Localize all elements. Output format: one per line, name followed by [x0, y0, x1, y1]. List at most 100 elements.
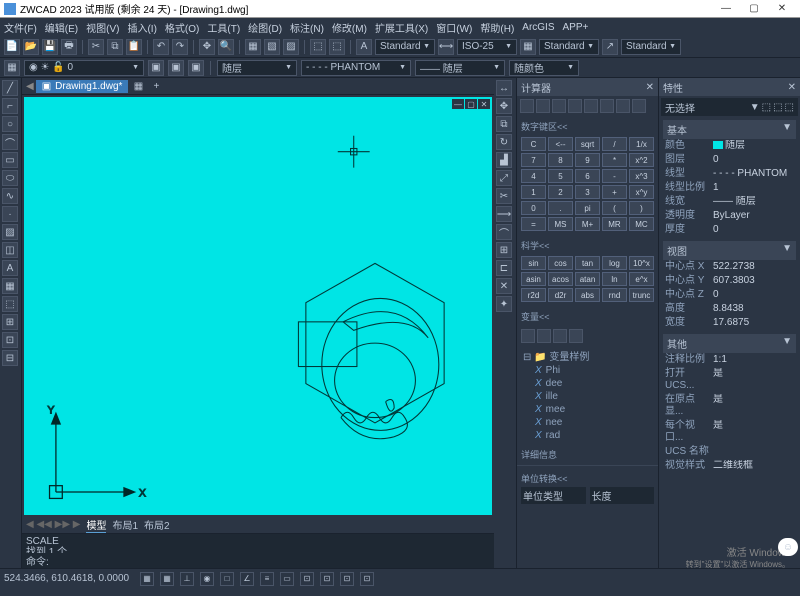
- tool-icon[interactable]: ⊟: [2, 350, 18, 366]
- calc-tool-icon[interactable]: [552, 99, 566, 113]
- table-icon[interactable]: ▦: [2, 278, 18, 294]
- calc-key[interactable]: abs: [575, 288, 600, 302]
- tab-add-icon[interactable]: +: [148, 78, 164, 94]
- calc-key[interactable]: tan: [575, 256, 600, 270]
- property-row[interactable]: 线型- - - - PHANTOM: [663, 167, 796, 181]
- menu-item[interactable]: 文件(F): [4, 20, 37, 35]
- status-toggle[interactable]: ⊡: [320, 572, 334, 586]
- explode-icon[interactable]: ✦: [496, 296, 512, 312]
- lineweight-select[interactable]: —— 随层▼: [415, 60, 505, 76]
- menu-item[interactable]: 编辑(E): [45, 20, 78, 35]
- copy-icon[interactable]: ⧉: [107, 39, 123, 55]
- mdi-max-icon[interactable]: ▢: [465, 99, 477, 109]
- tool-icon[interactable]: ▨: [283, 39, 299, 55]
- var-tool-icon[interactable]: [553, 329, 567, 343]
- calc-key[interactable]: ): [629, 201, 654, 215]
- calc-key[interactable]: -: [602, 169, 627, 183]
- calc-key[interactable]: cos: [548, 256, 573, 270]
- print-icon[interactable]: 🖶: [61, 39, 77, 55]
- tool-icon[interactable]: ⊡: [2, 332, 18, 348]
- menu-item[interactable]: APP+: [563, 22, 589, 33]
- polyline-icon[interactable]: ⌐: [2, 98, 18, 114]
- dim-icon[interactable]: ⟷: [438, 39, 454, 55]
- property-row[interactable]: 颜色随层: [663, 139, 796, 153]
- property-row[interactable]: 图层0: [663, 153, 796, 167]
- mdi-min-icon[interactable]: —: [452, 99, 464, 109]
- model-toggle[interactable]: ▭: [280, 572, 294, 586]
- dimstyle-select[interactable]: ISO-25▼: [457, 39, 517, 55]
- menu-item[interactable]: 绘图(D): [248, 20, 282, 35]
- calc-key[interactable]: +: [602, 185, 627, 199]
- layer-select[interactable]: ◉ ☀ 🔓 0▼: [24, 60, 144, 76]
- calc-key[interactable]: 4: [521, 169, 546, 183]
- erase-icon[interactable]: ✕: [496, 278, 512, 294]
- property-row[interactable]: 中心点 X522.2738: [663, 260, 796, 274]
- layer-tool-icon[interactable]: ▣: [188, 60, 204, 76]
- calc-tool-icon[interactable]: [568, 99, 582, 113]
- property-row[interactable]: 在原点显...是: [663, 393, 796, 419]
- calc-key[interactable]: atan: [575, 272, 600, 286]
- document-tab[interactable]: ▣ Drawing1.dwg*: [36, 80, 129, 93]
- property-row[interactable]: 高度8.8438: [663, 302, 796, 316]
- calc-key[interactable]: *: [602, 153, 627, 167]
- calc-key[interactable]: M+: [575, 217, 600, 231]
- menu-item[interactable]: 插入(I): [127, 20, 156, 35]
- calc-key[interactable]: acos: [548, 272, 573, 286]
- new-icon[interactable]: 📄: [4, 39, 20, 55]
- calc-key[interactable]: r2d: [521, 288, 546, 302]
- prop-group-header[interactable]: 基本▼: [663, 120, 796, 139]
- var-item[interactable]: Xille: [521, 390, 654, 403]
- status-toggle[interactable]: ⊡: [360, 572, 374, 586]
- redo-icon[interactable]: ↷: [172, 39, 188, 55]
- calc-key[interactable]: x^2: [629, 153, 654, 167]
- calc-tool-icon[interactable]: [520, 99, 534, 113]
- array-icon[interactable]: ⊞: [496, 242, 512, 258]
- calc-key[interactable]: C: [521, 137, 546, 151]
- copy-icon[interactable]: ⧉: [496, 116, 512, 132]
- property-row[interactable]: 中心点 Y607.3803: [663, 274, 796, 288]
- var-item[interactable]: Xnee: [521, 416, 654, 429]
- hatch-icon[interactable]: ▨: [2, 224, 18, 240]
- var-item[interactable]: XPhi: [521, 364, 654, 377]
- rotate-icon[interactable]: ↻: [496, 134, 512, 150]
- calc-key[interactable]: log: [602, 256, 627, 270]
- table-icon[interactable]: ▦: [520, 39, 536, 55]
- property-row[interactable]: 透明度ByLayer: [663, 209, 796, 223]
- insert-icon[interactable]: ⊞: [2, 314, 18, 330]
- selection-dropdown[interactable]: 无选择 ▼⬚⬚⬚: [661, 98, 798, 116]
- menu-item[interactable]: 修改(M): [332, 20, 367, 35]
- calc-key[interactable]: /: [602, 137, 627, 151]
- property-row[interactable]: 线宽—— 随层: [663, 195, 796, 209]
- var-item[interactable]: Xdee: [521, 377, 654, 390]
- calc-key[interactable]: trunc: [629, 288, 654, 302]
- linecolor-select[interactable]: 随层▼: [217, 60, 297, 76]
- move-icon[interactable]: ✥: [496, 98, 512, 114]
- fillet-icon[interactable]: ⌒: [496, 224, 512, 240]
- pan-icon[interactable]: ✥: [199, 39, 215, 55]
- calc-key[interactable]: sqrt: [575, 137, 600, 151]
- grid-toggle[interactable]: ▦: [140, 572, 154, 586]
- undo-icon[interactable]: ↶: [153, 39, 169, 55]
- close-button[interactable]: ✕: [768, 1, 796, 17]
- calc-key[interactable]: .: [548, 201, 573, 215]
- calc-key[interactable]: 6: [575, 169, 600, 183]
- calc-key[interactable]: 1/x: [629, 137, 654, 151]
- section-header[interactable]: 单位转换<<: [521, 470, 654, 487]
- extend-icon[interactable]: ⟶: [496, 206, 512, 222]
- property-row[interactable]: 视觉样式二维线框: [663, 459, 796, 473]
- tool-icon[interactable]: ⬚: [310, 39, 326, 55]
- calc-key[interactable]: 9: [575, 153, 600, 167]
- region-icon[interactable]: ◫: [2, 242, 18, 258]
- calc-tool-icon[interactable]: [600, 99, 614, 113]
- calc-tool-icon[interactable]: [584, 99, 598, 113]
- calc-key[interactable]: 5: [548, 169, 573, 183]
- textstyle-select[interactable]: Standard▼: [375, 39, 435, 55]
- mleader-icon[interactable]: ↗: [602, 39, 618, 55]
- layout-tab[interactable]: 布局2: [144, 517, 170, 532]
- ortho-toggle[interactable]: ⊥: [180, 572, 194, 586]
- scale-icon[interactable]: ⤢: [496, 170, 512, 186]
- calc-key[interactable]: x^3: [629, 169, 654, 183]
- snap-toggle[interactable]: ▦: [160, 572, 174, 586]
- menu-item[interactable]: 标注(N): [290, 20, 324, 35]
- calc-tool-icon[interactable]: [536, 99, 550, 113]
